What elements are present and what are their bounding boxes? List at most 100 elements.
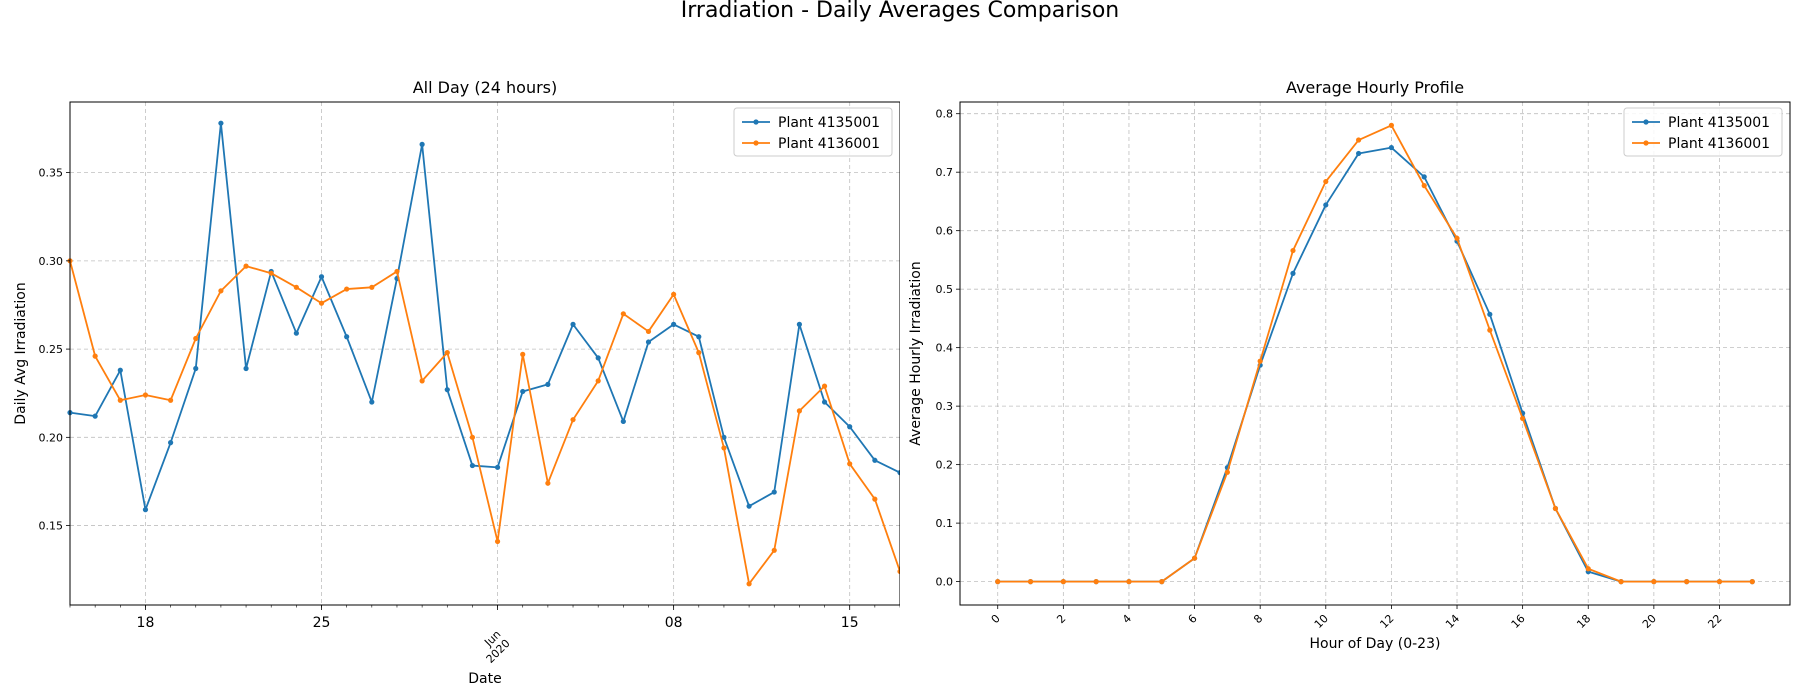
x-tick-label: 4 xyxy=(1120,612,1134,626)
data-point xyxy=(1388,145,1395,151)
data-point xyxy=(1651,579,1657,585)
data-point xyxy=(1716,579,1723,585)
data-point xyxy=(1159,579,1165,585)
data-point xyxy=(570,417,576,423)
data-point xyxy=(1224,469,1230,475)
series-line xyxy=(997,124,1753,583)
data-point xyxy=(142,392,149,398)
data-point xyxy=(1618,579,1624,585)
data-point xyxy=(1421,183,1427,189)
x-tick-label: 08 xyxy=(665,615,683,631)
data-point xyxy=(318,274,325,280)
legend-box xyxy=(1623,107,1783,157)
data-point xyxy=(1585,566,1591,572)
legend-label: Plant 4135001 xyxy=(1668,115,1770,131)
data-point xyxy=(671,321,677,327)
data-point xyxy=(1749,579,1755,585)
x-tick-label: 15 xyxy=(841,615,859,631)
y-tick-label: 0.7 xyxy=(936,166,954,179)
data-point xyxy=(494,464,501,470)
legend: Plant 4135001 Plant 4136001 xyxy=(733,107,893,157)
data-point xyxy=(1520,415,1526,422)
subplot-title: All Day (24 hours) xyxy=(413,78,558,97)
data-point xyxy=(394,268,400,275)
data-point xyxy=(721,445,727,451)
data-point xyxy=(696,350,702,356)
data-point xyxy=(1421,174,1427,180)
data-point xyxy=(293,284,299,290)
x-tick-label: 12 xyxy=(1377,612,1396,631)
data-point xyxy=(268,270,274,276)
data-point xyxy=(721,434,727,440)
data-point xyxy=(746,581,752,587)
data-point xyxy=(847,424,853,430)
data-point xyxy=(1454,235,1460,241)
data-point xyxy=(771,489,777,495)
data-point xyxy=(520,351,526,357)
data-point xyxy=(469,434,476,440)
data-point xyxy=(193,365,199,372)
x-tick-label: 14 xyxy=(1443,612,1462,631)
data-point xyxy=(117,367,123,373)
y-tick-label: 0.4 xyxy=(936,342,954,355)
data-point xyxy=(746,503,752,509)
x-axis-label: Date xyxy=(468,671,501,687)
data-point xyxy=(1323,202,1329,208)
data-point xyxy=(821,383,828,389)
y-tick-label: 0.3 xyxy=(936,400,954,413)
legend-label: Plant 4135001 xyxy=(778,115,880,131)
gridlines xyxy=(960,102,1790,605)
figure-title: Irradiation - Daily Averages Comparison xyxy=(680,0,1120,23)
data-point xyxy=(1355,150,1362,157)
data-point xyxy=(318,300,325,306)
legend-label: Plant 4136001 xyxy=(1668,136,1770,152)
series-line xyxy=(997,146,1753,583)
data-point xyxy=(1290,247,1296,254)
series-line xyxy=(69,122,900,511)
legend: Plant 4135001 Plant 4136001 xyxy=(1623,107,1783,157)
data-point xyxy=(1355,137,1362,143)
x-tick-label: 22 xyxy=(1705,612,1724,631)
series-2 xyxy=(67,258,900,587)
data-point xyxy=(696,334,702,340)
series-1 xyxy=(995,145,1755,585)
legend-swatch-marker xyxy=(753,119,759,125)
data-point xyxy=(494,538,501,545)
x-tick-label: 16 xyxy=(1509,612,1528,631)
x-tick-label: 2 xyxy=(1054,612,1068,626)
x-axis-label: Hour of Day (0-23) xyxy=(1310,636,1441,652)
plot-frame xyxy=(959,101,1791,606)
data-point xyxy=(193,335,199,342)
data-point xyxy=(1027,579,1034,585)
data-point xyxy=(645,339,652,345)
data-point xyxy=(1257,358,1263,364)
data-point xyxy=(620,311,626,317)
data-point xyxy=(218,120,224,126)
data-point xyxy=(243,263,249,269)
data-point xyxy=(369,284,375,290)
data-point xyxy=(995,579,1001,585)
data-point xyxy=(897,470,900,476)
data-point xyxy=(1290,270,1296,276)
data-point xyxy=(847,461,853,467)
series-2 xyxy=(995,122,1755,585)
series-line xyxy=(69,260,900,585)
data-point xyxy=(872,496,878,502)
x-tick-label: 25 xyxy=(313,615,331,631)
data-point xyxy=(168,397,174,403)
data-point xyxy=(142,507,149,513)
data-point xyxy=(771,547,777,553)
data-point xyxy=(595,378,601,384)
y-tick-label: 0.35 xyxy=(39,167,64,180)
data-point xyxy=(1093,579,1099,585)
data-point xyxy=(444,350,450,356)
data-point xyxy=(1487,311,1493,317)
data-point xyxy=(344,334,350,340)
data-point xyxy=(897,568,900,575)
data-point xyxy=(369,399,375,405)
y-tick-label: 0.20 xyxy=(39,431,64,444)
y-tick-label: 0.0 xyxy=(936,576,954,589)
